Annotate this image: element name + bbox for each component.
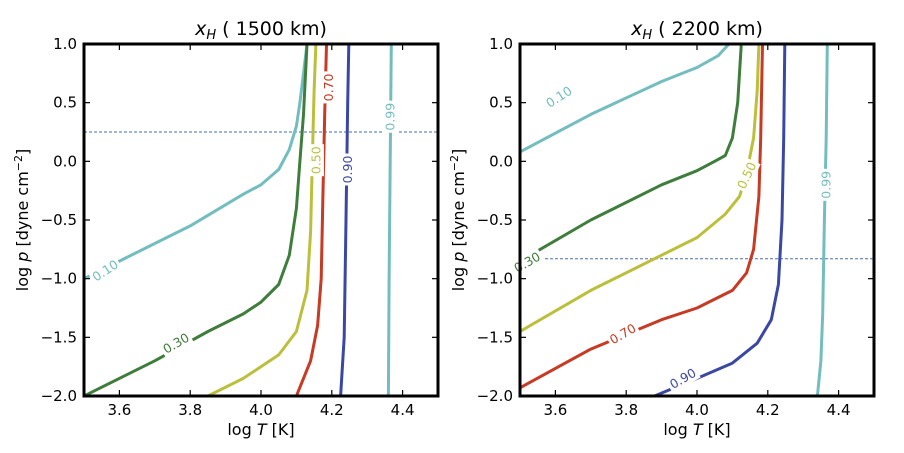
y-axis-label: log p [dyne cm−2] [12,149,32,292]
contour-label-text: 0.50 [734,160,759,192]
contour-label-0.10: 0.10 [87,255,123,286]
contour-label-0.70: 0.70 [604,318,641,349]
x-tick-label: 4.4 [827,401,851,419]
y-tick-label: 0.0 [489,152,513,170]
y-tick-label: −1.5 [477,328,513,346]
contour-0.30 [520,44,743,263]
y-tick-label: 0.5 [53,94,77,112]
contour-label-text: 0.99 [383,103,398,131]
contour-0.90 [653,44,787,396]
contour-label-0.99: 0.99 [382,100,399,133]
y-tick-label: −2.0 [477,387,513,405]
x-tick-label: 4.0 [685,401,709,419]
contour-0.50 [207,44,318,396]
contour-label-0.50: 0.50 [307,144,324,177]
contour-label-0.30: 0.30 [158,328,194,359]
y-tick-label: 0.0 [53,152,77,170]
x-tick-label: 3.8 [178,401,202,419]
contour-label-text: 0.90 [340,156,355,184]
y-tick-label: −2.0 [41,387,77,405]
contour-label-0.99: 0.99 [818,168,835,201]
contour-0.90 [339,44,351,396]
contour-label-text: 0.99 [819,171,834,199]
x-tick-label: 4.4 [391,401,415,419]
plot-frame [82,42,440,398]
chart-panel-1: 0.10 0.30 0.50 0.70 0.90 0.99 3.6 3.8 4.0 4.2 4.4 1… [12,18,440,439]
chart-title: xH ( 2200 km) [630,18,763,43]
y-tick-label: 1.0 [53,35,77,53]
contour-label-0.70: 0.70 [320,71,337,104]
contour-0.99 [815,44,829,396]
y-tick-label: 1.0 [489,35,513,53]
y-tick-label: 0.5 [489,94,513,112]
contour-label-0.90: 0.90 [339,153,356,186]
x-tick-label: 3.6 [107,401,131,419]
y-tick-label: −0.5 [41,211,77,229]
x-axis-label: log T [K] [663,420,730,439]
y-axis-label: log p [dyne cm−2] [448,149,468,292]
contour-label-0.10: 0.10 [541,81,577,113]
x-tick-label: 3.6 [543,401,567,419]
y-tick-label: −1.0 [477,270,513,288]
contour-0.10 [84,44,309,281]
x-tick-label: 4.2 [320,401,344,419]
contour-0.70 [295,44,328,396]
contour-label-0.50: 0.50 [732,157,761,194]
y-tick-label: −1.5 [41,328,77,346]
x-tick-label: 4.0 [249,401,273,419]
y-tick-label: −0.5 [477,211,513,229]
contour-label-text: 0.70 [321,73,336,101]
contour-label-text: 0.50 [308,146,323,174]
y-tick-label: −1.0 [41,270,77,288]
contour-label-0.30: 0.30 [509,247,545,278]
chart-title: xH ( 1500 km) [194,18,327,43]
contour-0.30 [84,44,309,396]
x-tick-label: 4.2 [756,401,780,419]
contour-0.10 [520,44,731,154]
contour-0.99 [386,44,393,396]
contour-0.50 [520,44,761,333]
x-axis-label: log T [K] [227,420,294,439]
x-tick-label: 3.8 [614,401,638,419]
chart-panel-2: 0.100.300.500.700.900.993.6 3.8 4.0 4.2 4.41… [448,18,876,439]
